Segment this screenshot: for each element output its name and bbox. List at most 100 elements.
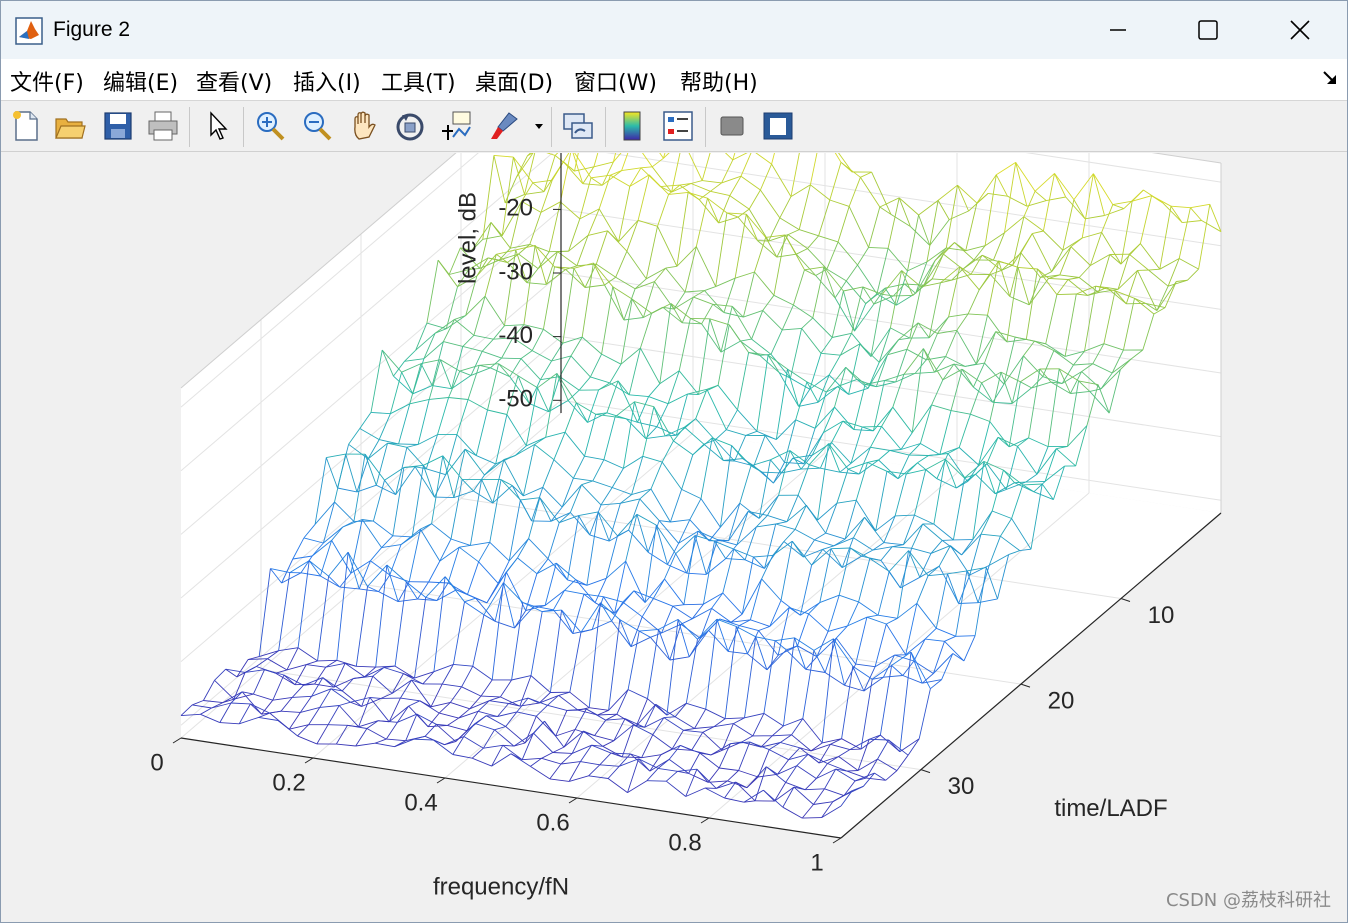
mesh-line [603,416,616,460]
mesh-line [865,383,877,388]
minimize-button[interactable] [1073,1,1163,59]
mesh-line [983,461,996,494]
mesh-line [471,222,492,251]
mesh-line [807,235,819,249]
mesh-line [933,653,954,674]
mesh-line [582,183,603,186]
print-icon[interactable] [146,109,180,143]
mesh-line [751,310,764,340]
dock-arrow-icon[interactable] [1321,69,1339,87]
mesh-line [623,288,636,321]
mesh-line [740,338,752,342]
maximize-button[interactable] [1163,1,1253,59]
mesh-line [989,372,1002,422]
mesh-line [654,267,667,282]
menu-edit[interactable]: 编辑(E) [103,71,179,96]
mesh-line [1028,368,1041,438]
mesh-line [478,542,491,563]
mesh-line [507,253,519,263]
mesh-line [850,446,871,464]
mesh-line [487,409,508,415]
mesh-line [812,317,833,338]
brush-dropdown-icon[interactable] [534,121,544,131]
mesh-line [384,479,397,495]
zoom-in-icon[interactable] [253,109,287,143]
mesh-line [745,430,758,436]
mesh-line [648,396,669,405]
mesh-line [683,729,703,733]
mesh-line [486,583,499,604]
mesh-line [822,738,842,744]
mesh-line [291,684,304,698]
mesh-line [574,166,594,172]
toolbar-separator [551,107,552,147]
mesh-line [896,754,909,771]
mesh-line [594,719,607,736]
mesh-line [855,663,876,668]
mesh-line [719,445,733,528]
data-cursor-icon[interactable] [439,109,473,143]
hide-plot-tools-icon[interactable] [715,109,749,143]
mesh-line [579,208,600,220]
mesh-line [702,731,723,751]
mesh-line [522,602,535,607]
mesh-line [1007,195,1028,207]
close-button[interactable] [1255,1,1345,59]
menu-tools[interactable]: 工具(T) [381,71,456,96]
mesh-line [624,718,645,728]
mesh-line [833,538,846,547]
figure-canvas[interactable]: STTS: OSSLMS's residual error spectrogra… [3,153,1345,920]
colorbar-icon[interactable] [615,109,649,143]
mesh-line [724,626,737,719]
mesh-line [378,591,399,603]
mesh-line [1032,230,1044,235]
mesh-line [587,208,600,236]
mesh-line [725,717,745,720]
show-plot-tools-icon[interactable] [761,109,795,143]
mesh-line [955,570,968,637]
rotate-3d-icon[interactable] [393,109,427,143]
menu-window[interactable]: 窗口(W) [574,71,657,96]
menu-view[interactable]: 查看(V) [196,71,273,96]
mesh-line [1026,200,1047,207]
title-bar[interactable]: Figure 2 [1,1,1347,59]
mesh-line [659,370,680,385]
mesh-line [920,278,933,288]
surface-plot[interactable]: 00.20.40.60.811020300-10-20-30-40-50freq… [3,153,1345,920]
mesh-line [591,596,604,630]
mesh-line [809,153,818,185]
new-figure-icon[interactable] [9,109,43,143]
mesh-line [900,443,921,450]
mesh-line [450,686,462,703]
mesh-line [597,511,618,537]
zoom-out-icon[interactable] [300,109,334,143]
mesh-line [1106,287,1127,305]
open-file-icon[interactable] [53,109,87,143]
edit-plot-arrow-icon[interactable] [201,109,235,143]
link-plot-icon[interactable] [561,109,595,143]
menu-file[interactable]: 文件(F) [10,71,84,96]
mesh-line [328,575,341,588]
mesh-line [949,210,969,221]
mesh-line [777,607,790,656]
mesh-line [626,220,639,252]
brush-icon[interactable] [487,109,521,143]
legend-icon[interactable] [661,109,695,143]
pan-hand-icon[interactable] [347,109,381,143]
mesh-line [736,526,757,546]
mesh-line [771,153,775,165]
mesh-line [651,166,672,193]
menu-help[interactable]: 帮助(H) [680,71,758,96]
save-icon[interactable] [101,109,135,143]
menu-insert[interactable]: 插入(I) [293,71,361,96]
mesh-line [1000,518,1012,537]
mesh-line [437,397,450,435]
mesh-line [258,712,270,718]
mesh-line [767,495,779,516]
mesh-line [469,700,490,710]
mesh-line [742,458,755,467]
mesh-line [733,548,754,558]
mesh-line [794,505,807,530]
menu-desktop[interactable]: 桌面(D) [475,71,554,96]
mesh-line [699,752,712,756]
